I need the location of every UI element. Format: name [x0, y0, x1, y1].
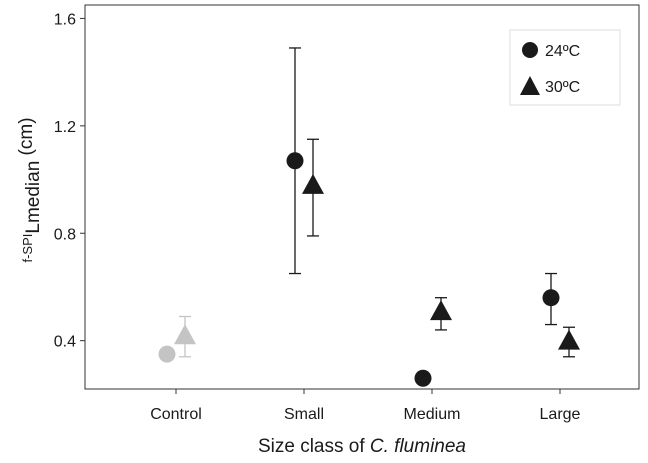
data-point-circle	[542, 289, 560, 307]
plot-frame	[84, 4, 640, 390]
x-axis: Control Small Medium Large	[150, 389, 581, 423]
y-tick-label: 1.6	[54, 11, 76, 28]
y-axis-title: f-SPILmedian (cm)	[16, 117, 44, 262]
data-point-circle	[286, 152, 304, 170]
data-point-circle	[414, 369, 432, 387]
data-markers	[158, 152, 580, 387]
legend-triangle-marker	[520, 76, 540, 95]
data-point-triangle	[558, 329, 580, 350]
x-tick-label: Large	[540, 406, 581, 423]
data-point-triangle	[302, 173, 324, 194]
data-point-triangle	[430, 300, 452, 321]
y-tick-label: 0.4	[54, 334, 76, 351]
y-tick-label: 0.8	[54, 226, 76, 243]
data-point-triangle	[174, 324, 196, 345]
legend: 24ºC 30ºC	[509, 29, 621, 106]
x-tick-label: Medium	[404, 406, 461, 423]
legend-label-30: 30ºC	[545, 79, 580, 96]
y-axis: 0.4 0.8 1.2 1.6	[54, 11, 85, 351]
y-tick-label: 1.2	[54, 119, 76, 136]
data-point-circle	[158, 345, 176, 363]
x-tick-label: Control	[150, 406, 202, 423]
legend-circle-marker	[522, 42, 538, 58]
legend-label-24: 24ºC	[545, 43, 580, 60]
x-tick-label: Small	[284, 406, 324, 423]
x-axis-title: Size class of C. fluminea	[258, 436, 466, 457]
